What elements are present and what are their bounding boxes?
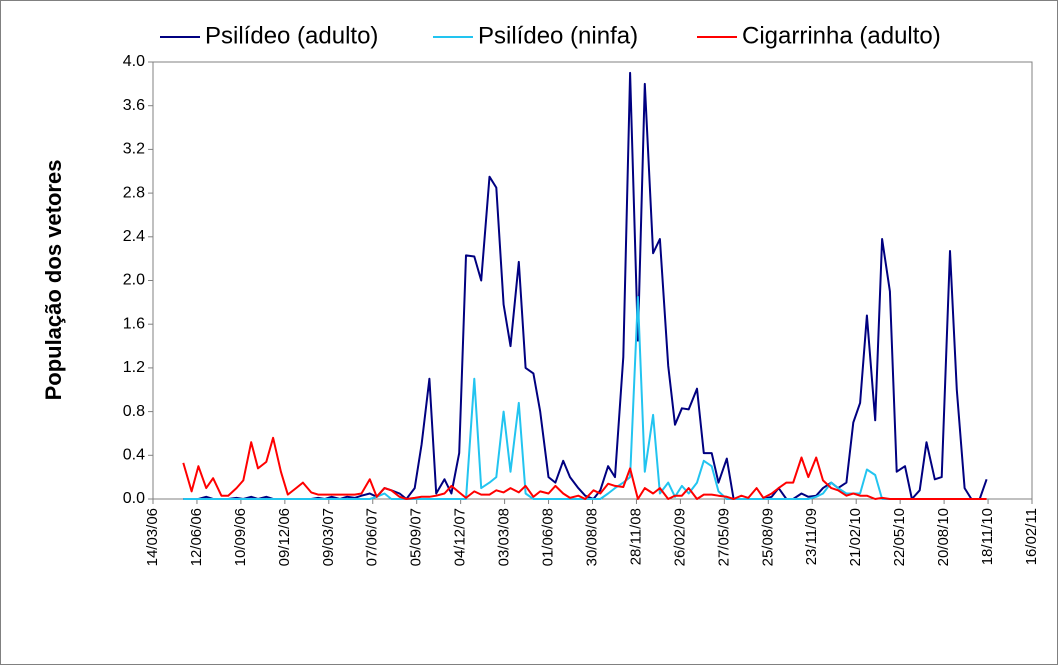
y-tick-label: 0.4 — [123, 447, 145, 464]
x-tick-label: 22/05/10 — [891, 508, 908, 566]
y-tick-label: 4.0 — [123, 53, 145, 70]
y-tick-label: 2.8 — [123, 184, 145, 201]
series-line — [182, 436, 987, 500]
y-tick-label: 1.2 — [123, 359, 145, 376]
series-line — [183, 295, 927, 500]
x-tick-label: 03/03/08 — [496, 508, 513, 566]
y-tick-label: 0.0 — [123, 490, 145, 507]
y-axis-title: População dos vetores — [41, 160, 66, 401]
x-tick-label: 18/11/10 — [979, 508, 996, 565]
x-tick-label: 28/11/08 — [627, 508, 644, 565]
y-tick-label: 3.2 — [123, 141, 145, 158]
y-tick-label: 0.8 — [123, 403, 145, 420]
y-tick-label: 2.0 — [123, 272, 145, 289]
x-tick-label: 16/02/11 — [1023, 508, 1040, 565]
x-tick-label: 09/12/06 — [276, 508, 293, 566]
legend-label: Cigarrinha (adulto) — [742, 22, 941, 49]
x-tick-label: 27/05/09 — [715, 508, 732, 566]
legend-label: Psilídeo (ninfa) — [478, 22, 638, 49]
x-tick-label: 25/08/09 — [759, 508, 776, 566]
y-tick-label: 2.4 — [123, 228, 145, 245]
x-tick-label: 01/06/08 — [540, 508, 557, 566]
x-tick-label: 30/08/08 — [583, 508, 600, 566]
x-tick-label: 14/03/06 — [144, 508, 161, 566]
x-tick-label: 05/09/07 — [408, 508, 425, 566]
x-tick-label: 21/02/10 — [847, 508, 864, 566]
legend-label: Psilídeo (adulto) — [205, 22, 378, 49]
x-tick-label: 07/06/07 — [364, 508, 381, 566]
series-line — [183, 71, 988, 500]
y-tick-label: 3.6 — [123, 97, 145, 114]
x-tick-label: 10/09/06 — [232, 508, 249, 566]
y-tick-label: 1.6 — [123, 315, 145, 332]
x-tick-label: 20/08/10 — [935, 508, 952, 566]
x-tick-label: 09/03/07 — [320, 508, 337, 566]
x-tick-label: 04/12/07 — [452, 508, 469, 566]
x-tick-label: 23/11/09 — [803, 508, 820, 565]
x-tick-label: 12/06/06 — [188, 508, 205, 566]
x-tick-label: 26/02/09 — [671, 508, 688, 566]
